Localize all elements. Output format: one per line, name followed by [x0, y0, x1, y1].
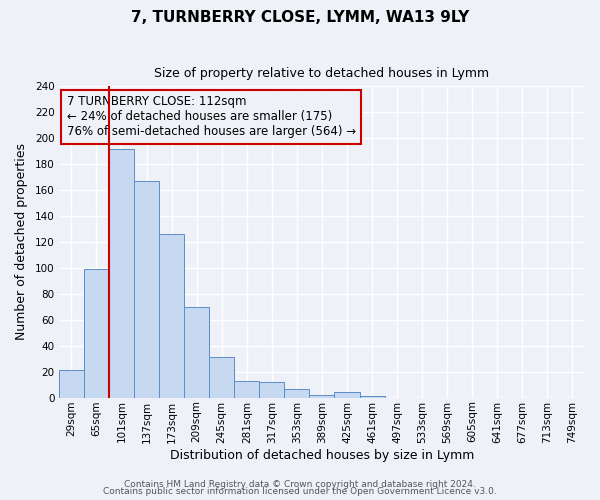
Y-axis label: Number of detached properties: Number of detached properties: [15, 143, 28, 340]
Title: Size of property relative to detached houses in Lymm: Size of property relative to detached ho…: [154, 68, 490, 80]
Text: 7, TURNBERRY CLOSE, LYMM, WA13 9LY: 7, TURNBERRY CLOSE, LYMM, WA13 9LY: [131, 10, 469, 25]
Bar: [209, 358, 234, 398]
Bar: [109, 150, 134, 398]
Bar: [284, 388, 310, 398]
Bar: [310, 395, 334, 398]
Text: Contains public sector information licensed under the Open Government Licence v3: Contains public sector information licen…: [103, 487, 497, 496]
Bar: [159, 234, 184, 398]
Bar: [234, 381, 259, 398]
Bar: [59, 370, 84, 398]
Text: 7 TURNBERRY CLOSE: 112sqm
← 24% of detached houses are smaller (175)
76% of semi: 7 TURNBERRY CLOSE: 112sqm ← 24% of detac…: [67, 95, 356, 138]
Text: Contains HM Land Registry data © Crown copyright and database right 2024.: Contains HM Land Registry data © Crown c…: [124, 480, 476, 489]
Bar: [134, 180, 159, 398]
X-axis label: Distribution of detached houses by size in Lymm: Distribution of detached houses by size …: [170, 450, 474, 462]
Bar: [334, 392, 359, 398]
Bar: [359, 396, 385, 398]
Bar: [84, 269, 109, 398]
Bar: [259, 382, 284, 398]
Bar: [184, 306, 209, 398]
